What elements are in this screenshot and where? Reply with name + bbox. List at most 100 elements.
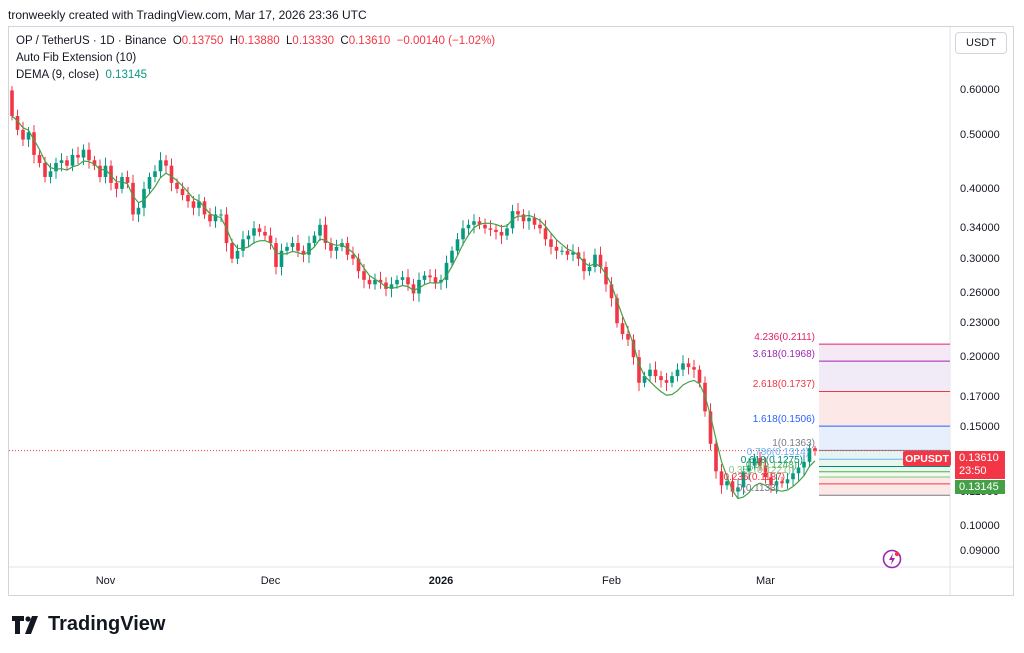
fib-zone (819, 344, 950, 362)
candle-body (620, 323, 625, 335)
candle-body (400, 277, 405, 280)
fib-zone (819, 477, 950, 484)
fib-level-label: 2.618(0.1737) (752, 379, 815, 391)
candle-body (65, 160, 69, 166)
lightning-icon[interactable] (882, 549, 902, 569)
candle-body (527, 217, 531, 222)
candle-body (219, 214, 223, 216)
fib-level-label: 0.5(0.1248) (745, 459, 797, 471)
fib-indicator-name: Auto Fib Extension (10) (16, 52, 137, 64)
candle-body (725, 481, 729, 486)
candle-body (406, 277, 410, 285)
candle-body (433, 277, 438, 283)
candle-body (158, 160, 163, 172)
candle-body (351, 254, 355, 259)
candle-body (76, 154, 80, 158)
candle-body (21, 129, 25, 140)
tradingview-logo: TradingView (12, 613, 165, 636)
candle-body (301, 250, 306, 255)
candle-body (296, 243, 300, 251)
candle-body (604, 266, 608, 285)
fib-zone (819, 459, 950, 467)
candle-body (32, 132, 36, 155)
symbol-label[interactable]: OP / TetherUS · 1D · Binance (16, 35, 167, 47)
candle-body (483, 224, 487, 229)
candle-body (532, 217, 537, 225)
candle-body (774, 481, 779, 486)
candle-body (494, 229, 498, 232)
candle-body (120, 177, 124, 189)
candle-body (554, 246, 559, 251)
candle-body (455, 239, 460, 251)
candle-body (763, 465, 768, 478)
candle-body (565, 250, 570, 255)
candle-body (444, 262, 449, 280)
candle-body (609, 284, 614, 299)
open-value: 0.13750 (181, 35, 224, 47)
dema-indicator-name: DEMA (9, close) (16, 69, 100, 81)
ohlc-row[interactable]: OP / TetherUS · 1D · Binance O0.13750 H0… (16, 33, 495, 50)
candle-body (747, 465, 751, 472)
candle-body (516, 211, 520, 215)
candle-body (417, 279, 421, 294)
candle-body (697, 369, 702, 383)
candle-body (384, 282, 388, 289)
candle-body (488, 228, 493, 230)
candle-body (114, 182, 119, 189)
candle-body (505, 228, 509, 236)
candle-body (169, 165, 174, 183)
candle-body (103, 165, 108, 178)
fib-zone (819, 471, 950, 478)
candle-body (560, 250, 564, 252)
candle-body (191, 201, 196, 208)
candle-body (428, 275, 432, 278)
candle-body (582, 258, 586, 272)
fib-level-label: 0.618(0.1275) (740, 454, 803, 466)
candle-body (664, 380, 669, 383)
close-label: C (340, 35, 349, 47)
candle-body (15, 115, 20, 130)
fib-zone (819, 391, 950, 427)
dema-indicator-row[interactable]: DEMA (9, close) 0.13145 (16, 67, 495, 84)
fib-zone (819, 450, 950, 460)
candle-body (230, 243, 234, 259)
price-tick-label: 0.60000 (960, 84, 1000, 97)
candle-body (142, 188, 146, 208)
candle-body (318, 224, 322, 236)
candle-body (356, 258, 361, 272)
fib-zone (819, 466, 950, 472)
candle-body (329, 243, 333, 251)
candle-body (10, 90, 14, 116)
currency-button[interactable]: USDT (955, 32, 1007, 54)
tradingview-logo-text: TradingView (48, 613, 166, 635)
candle-body (813, 448, 817, 451)
candle-body (257, 228, 262, 232)
candle-body (395, 279, 399, 285)
candle-body (780, 481, 784, 484)
time-tick-label: 2026 (428, 575, 454, 587)
candle-body (180, 188, 185, 196)
candle-body (648, 369, 652, 377)
price-tick-label: 0.26000 (960, 287, 1000, 300)
candle-body (626, 334, 630, 340)
fib-level-label: 0(0.1133) (736, 483, 779, 495)
fib-zone (819, 426, 950, 451)
candle-body (681, 363, 685, 370)
candle-body (653, 369, 658, 377)
candle-body (593, 254, 597, 267)
chart-frame (8, 26, 1014, 596)
fib-level-label: 1.618(0.1506) (752, 414, 815, 426)
candle-body (274, 243, 278, 267)
fib-level-label: 0.382(0.1221) (728, 465, 791, 477)
candle-body (791, 473, 795, 480)
candle-body (538, 224, 542, 229)
candle-body (571, 252, 575, 255)
candle-body (43, 162, 47, 178)
fib-indicator-row[interactable]: Auto Fib Extension (10) (16, 50, 495, 67)
candle-body (758, 458, 762, 466)
price-tick-label: 0.20000 (960, 351, 1000, 364)
candle-body (411, 284, 416, 294)
candle-body (54, 162, 58, 172)
high-label: H (229, 35, 239, 47)
